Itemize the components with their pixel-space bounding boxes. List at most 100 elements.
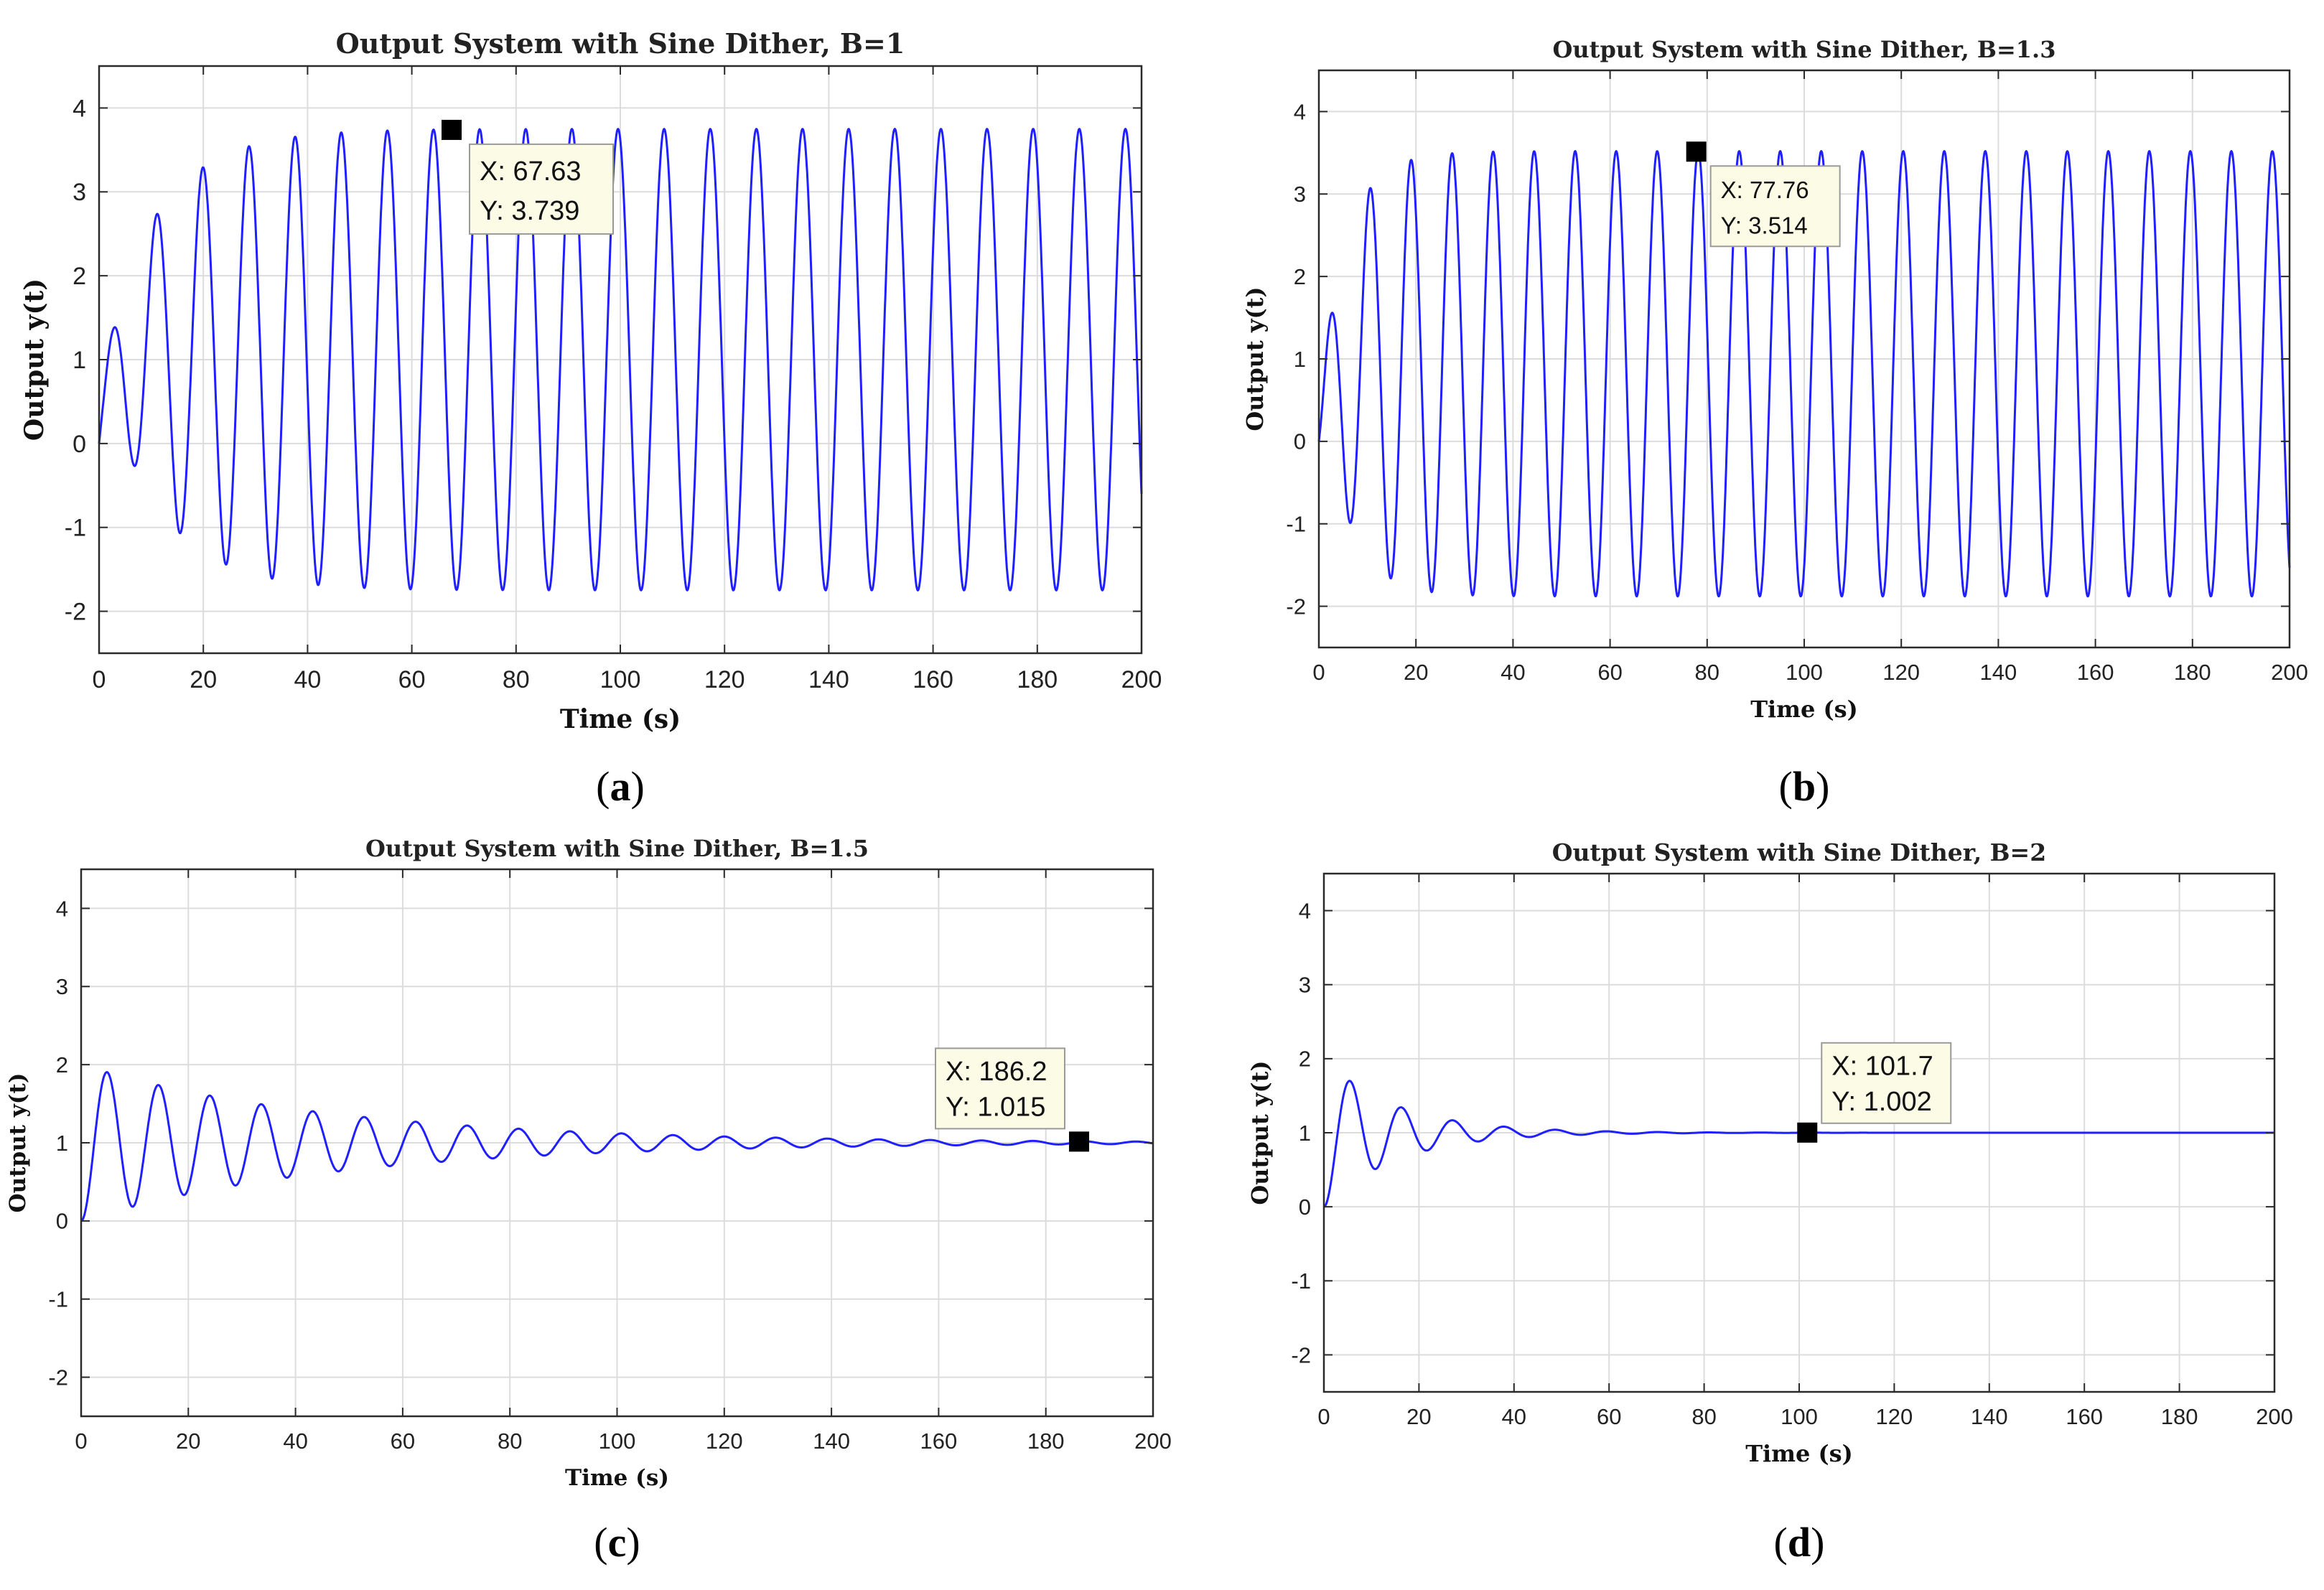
y-axis-label: Output y(t) xyxy=(1241,286,1269,431)
x-tick-label: 200 xyxy=(2271,660,2308,685)
y-tick-label: -1 xyxy=(65,515,86,542)
panel-caption: (a) xyxy=(596,763,645,810)
x-tick-label: 160 xyxy=(2077,660,2114,685)
datatip-x-text: X: 101.7 xyxy=(1831,1052,1933,1082)
datatip-marker xyxy=(441,119,462,140)
x-tick-label: 140 xyxy=(1980,660,2017,685)
y-tick-label: 4 xyxy=(1299,898,1311,923)
y-tick-label: 4 xyxy=(1294,99,1306,124)
y-tick-label: 1 xyxy=(73,347,86,374)
x-tick-label: 80 xyxy=(1691,1404,1716,1429)
chart-panel-a: 0 20 40 60 80 100 120 140 160 180 200 -2 -1 0 1 2 3 4 Outp… xyxy=(19,27,1162,810)
x-tick-label: 60 xyxy=(1597,660,1622,685)
x-tick-label: 160 xyxy=(2066,1404,2103,1429)
datatip-marker xyxy=(1068,1131,1089,1152)
x-tick-label: 160 xyxy=(913,666,953,693)
y-tick-label: -2 xyxy=(1291,1342,1311,1367)
x-tick-label: 0 xyxy=(75,1428,87,1454)
x-tick-label: 0 xyxy=(93,666,106,693)
datatip-x-text: X: 77.76 xyxy=(1721,177,1809,203)
x-tick-label: 80 xyxy=(1695,660,1719,685)
x-tick-label: 20 xyxy=(1406,1404,1431,1429)
y-tick-label: 3 xyxy=(1299,973,1311,998)
x-tick-label: 20 xyxy=(190,666,217,693)
datatip-box xyxy=(934,1047,1065,1130)
x-tick-label: 140 xyxy=(808,666,849,693)
datatip-y-text: Y: 1.002 xyxy=(1831,1087,1931,1117)
x-tick-label: 60 xyxy=(398,666,426,693)
y-tick-label: -2 xyxy=(48,1365,68,1390)
y-tick-label: -1 xyxy=(1286,512,1306,537)
x-axis-label: Time (s) xyxy=(1750,696,1858,723)
series-line xyxy=(80,1071,1154,1222)
datatip-box xyxy=(468,143,614,235)
y-tick-label: 2 xyxy=(56,1052,68,1077)
y-tick-label: 4 xyxy=(56,896,68,921)
datatip-x-text: X: 67.63 xyxy=(480,156,582,187)
y-tick-label: 3 xyxy=(73,179,86,206)
x-tick-label: 0 xyxy=(1317,1404,1330,1429)
datatip-y-text: Y: 1.015 xyxy=(946,1092,1045,1122)
chart-title: Output System with Sine Dither, B=1 xyxy=(336,27,905,60)
x-tick-label: 20 xyxy=(176,1428,200,1454)
x-axis-label: Time (s) xyxy=(1745,1440,1853,1467)
x-tick-label: 160 xyxy=(920,1428,958,1454)
y-tick-label: -2 xyxy=(65,598,86,625)
datatip-marker xyxy=(1686,141,1707,162)
datatip-y-text: Y: 3.514 xyxy=(1721,212,1808,238)
y-tick-label: 0 xyxy=(1294,429,1306,454)
x-tick-label: 180 xyxy=(2174,660,2211,685)
x-tick-label: 0 xyxy=(1312,660,1325,685)
y-tick-label: 0 xyxy=(73,431,86,458)
y-tick-label: 0 xyxy=(1299,1194,1311,1220)
x-tick-label: 120 xyxy=(1882,660,1920,685)
datatip-box xyxy=(1709,165,1841,248)
y-tick-label: 2 xyxy=(1294,264,1306,289)
chart-title: Output System with Sine Dither, B=1.5 xyxy=(365,835,869,862)
panel-caption: (c) xyxy=(594,1519,640,1566)
x-tick-label: 180 xyxy=(2161,1404,2198,1429)
x-tick-label: 40 xyxy=(294,666,321,693)
chart-title: Output System with Sine Dither, B=1.3 xyxy=(1553,36,2056,63)
y-axis-label: Output y(t) xyxy=(1246,1060,1274,1205)
chart-panel-d: 0 20 40 60 80 100 120 140 160 180 200 -2 -1 0 1 2 3 4 Outp… xyxy=(1246,838,2293,1566)
x-tick-label: 200 xyxy=(2256,1404,2293,1429)
chart-panel-c: 0 20 40 60 80 100 120 140 160 180 200 -2 -1 0 1 2 3 4 Outp… xyxy=(5,835,1172,1566)
y-tick-label: 2 xyxy=(73,263,86,290)
y-tick-label: 1 xyxy=(1294,347,1306,372)
panel-caption: (d) xyxy=(1774,1519,1825,1566)
x-tick-label: 40 xyxy=(1501,660,1525,685)
panel-caption: (b) xyxy=(1779,763,1830,810)
x-tick-label: 120 xyxy=(706,1428,743,1454)
datatip-box xyxy=(1821,1042,1952,1124)
x-tick-label: 100 xyxy=(599,1428,636,1454)
y-tick-label: 1 xyxy=(1299,1121,1311,1146)
x-axis-label: Time (s) xyxy=(565,1465,669,1491)
y-tick-label: 0 xyxy=(56,1209,68,1234)
x-tick-label: 100 xyxy=(600,666,641,693)
datatip-x-text: X: 186.2 xyxy=(946,1057,1047,1087)
x-tick-label: 120 xyxy=(704,666,745,693)
x-tick-label: 120 xyxy=(1876,1404,1913,1429)
x-tick-label: 140 xyxy=(813,1428,850,1454)
series-line xyxy=(1317,150,2291,598)
y-tick-label: -1 xyxy=(48,1287,68,1312)
x-tick-label: 20 xyxy=(1404,660,1428,685)
y-tick-label: 3 xyxy=(1294,182,1306,207)
x-tick-label: 100 xyxy=(1781,1404,1818,1429)
y-axis-label: Output y(t) xyxy=(5,1073,31,1213)
y-tick-label: 3 xyxy=(56,974,68,999)
series-line xyxy=(98,128,1143,591)
x-tick-label: 200 xyxy=(1121,666,1162,693)
x-tick-label: 40 xyxy=(1502,1404,1526,1429)
x-tick-label: 80 xyxy=(498,1428,522,1454)
chart-panel-b: 0 20 40 60 80 100 120 140 160 180 200 -2 -1 0 1 2 3 4 Outp… xyxy=(1241,36,2308,810)
chart-title: Output System with Sine Dither, B=2 xyxy=(1552,838,2046,866)
x-tick-label: 40 xyxy=(283,1428,307,1454)
x-axis-label: Time (s) xyxy=(560,704,681,734)
y-tick-label: -1 xyxy=(1291,1268,1311,1294)
x-tick-label: 60 xyxy=(1597,1404,1621,1429)
y-tick-label: 1 xyxy=(56,1131,68,1156)
x-tick-label: 80 xyxy=(503,666,530,693)
